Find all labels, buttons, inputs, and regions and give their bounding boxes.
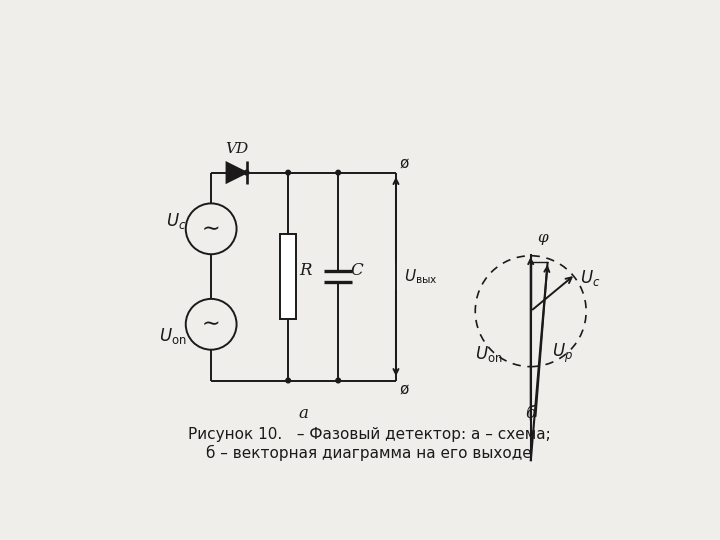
Text: б: б: [526, 405, 536, 422]
Bar: [281, 234, 296, 319]
Circle shape: [336, 170, 341, 175]
Text: R: R: [299, 262, 312, 279]
Circle shape: [186, 204, 237, 254]
Text: $U_p$: $U_p$: [552, 342, 573, 365]
Text: φ: φ: [537, 231, 547, 245]
Text: $U_{\mathrm{вых}}$: $U_{\mathrm{вых}}$: [404, 267, 438, 286]
Circle shape: [286, 378, 290, 383]
Text: Рисунок 10.   – Фазовый детектор: а – схема;
б – векторная диаграмма на его выхо: Рисунок 10. – Фазовый детектор: а – схем…: [188, 427, 550, 461]
Text: $U_{\mathrm{on}}$: $U_{\mathrm{on}}$: [159, 326, 186, 346]
Circle shape: [244, 170, 249, 175]
Text: ø: ø: [399, 156, 408, 171]
Text: C: C: [351, 262, 364, 279]
Text: $U_c$: $U_c$: [580, 268, 600, 288]
Circle shape: [186, 299, 237, 350]
Circle shape: [336, 378, 341, 383]
Text: ∼: ∼: [202, 219, 220, 239]
Text: $U_c$: $U_c$: [166, 211, 186, 231]
Circle shape: [286, 170, 290, 175]
Text: а: а: [299, 405, 308, 422]
Text: ∼: ∼: [202, 314, 220, 334]
Text: VD: VD: [225, 143, 248, 157]
Text: ø: ø: [399, 382, 408, 397]
Polygon shape: [227, 163, 246, 183]
Text: $U_{\mathrm{on}}$: $U_{\mathrm{on}}$: [474, 343, 502, 363]
